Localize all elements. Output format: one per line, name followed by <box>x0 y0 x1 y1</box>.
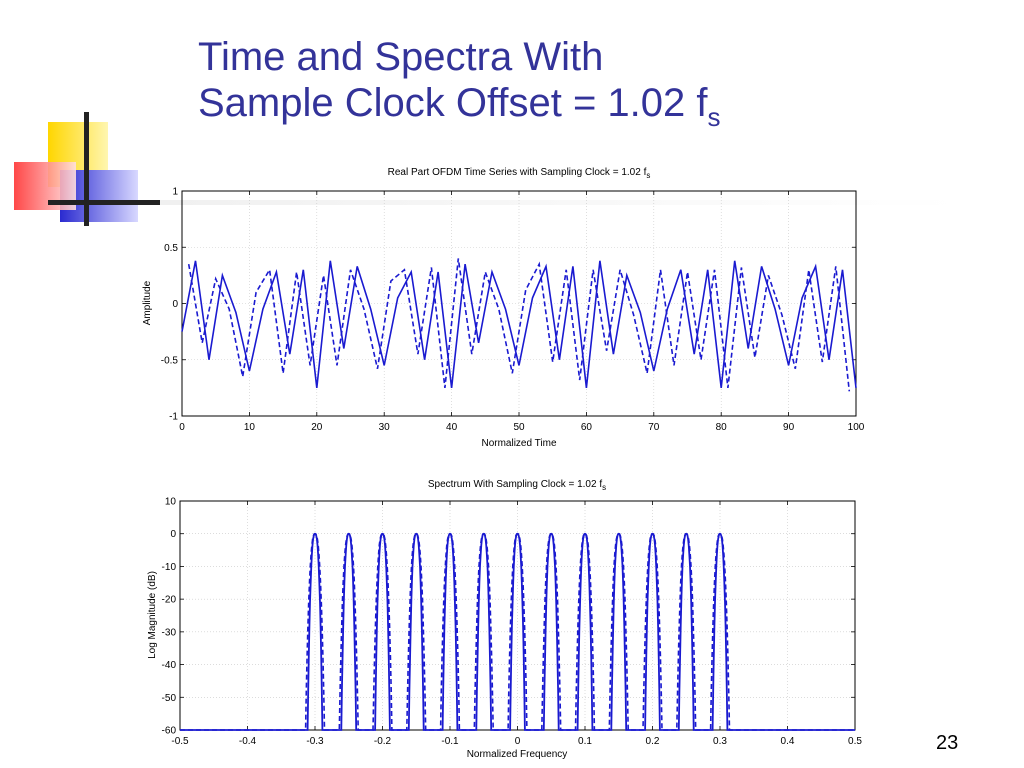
deco-horizontal-bar <box>48 200 160 205</box>
y-tick-label: -50 <box>162 693 177 704</box>
series-dashed-line <box>187 258 851 392</box>
x-tick-label: -0.4 <box>239 736 257 747</box>
time-series-chart: 0 10 20 30 40 50 60 70 80 90 100 1 0.5 0 -0.5 -1 Real P… <box>142 167 865 449</box>
chart1-xlabel: Normalized Time <box>481 438 556 449</box>
deco-rule <box>160 200 960 205</box>
y-tick-label: -1 <box>169 412 178 423</box>
title-subscript: s <box>707 102 721 132</box>
x-tick-label: 70 <box>648 422 660 433</box>
x-tick-label: 90 <box>783 422 795 433</box>
chart1-ylabel: Amplitude <box>142 280 153 325</box>
y-tick-label: 0 <box>170 529 176 540</box>
chart2-xlabel: Normalized Frequency <box>467 749 568 760</box>
x-tick-label: -0.2 <box>374 736 392 747</box>
spectrum-solid-line <box>180 532 855 731</box>
x-tick-label: 20 <box>311 422 323 433</box>
y-tick-label: -40 <box>162 660 177 671</box>
chart2-series <box>180 532 855 731</box>
x-tick-label: 0.4 <box>781 736 795 747</box>
deco-vertical-bar <box>84 112 89 226</box>
chart1-series <box>181 258 857 392</box>
chart2-title-sub: s <box>602 483 606 492</box>
y-tick-label: -0.5 <box>161 355 179 366</box>
chart2-grid <box>179 500 856 731</box>
y-tick-label: -60 <box>162 726 177 737</box>
x-tick-label: 80 <box>716 422 728 433</box>
y-tick-label: 0 <box>172 299 178 310</box>
y-tick-label: -10 <box>162 562 177 573</box>
slide-title: Time and Spectra With Sample Clock Offse… <box>198 34 721 140</box>
x-tick-label: 0.5 <box>848 736 862 747</box>
x-tick-label: -0.5 <box>171 736 189 747</box>
chart2-title: Spectrum With Sampling Clock = 1.02 fs <box>428 479 606 492</box>
chart1-title: Real Part OFDM Time Series with Sampling… <box>388 167 651 180</box>
spectrum-chart: -0.5 -0.4 -0.3 -0.2 -0.1 0 0.1 0.2 0.3 0.4 0.5 10 0 -… <box>147 479 863 760</box>
decorative-logo <box>14 112 160 226</box>
chart1-ticks: 0 10 20 30 40 50 60 70 80 90 100 1 0.5 0 -0.5 -1 <box>161 187 865 434</box>
page-number: 23 <box>936 732 959 754</box>
x-tick-label: 0.2 <box>646 736 660 747</box>
chart2-ticks: -0.5 -0.4 -0.3 -0.2 -0.1 0 0.1 0.2 0.3 0.4 0.5 10 0 -… <box>162 497 863 748</box>
title-line-2-text: Sample Clock Offset = 1.02 f <box>198 81 708 125</box>
x-tick-label: 0.3 <box>713 736 727 747</box>
y-tick-label: -30 <box>162 627 177 638</box>
y-tick-label: -20 <box>162 595 177 606</box>
x-tick-label: 0 <box>515 736 521 747</box>
x-tick-label: 30 <box>379 422 391 433</box>
y-tick-label: 0.5 <box>164 243 178 254</box>
x-tick-label: 0.1 <box>578 736 592 747</box>
chart2-ylabel: Log Magnitude (dB) <box>147 571 158 659</box>
x-tick-label: 50 <box>513 422 525 433</box>
y-tick-label: 1 <box>172 187 178 198</box>
series-solid-line <box>181 260 857 388</box>
x-tick-label: -0.3 <box>306 736 324 747</box>
x-tick-label: 40 <box>446 422 458 433</box>
x-tick-label: -0.1 <box>441 736 459 747</box>
title-line-1: Time and Spectra With <box>198 35 604 79</box>
x-tick-label: 10 <box>244 422 256 433</box>
y-tick-label: 10 <box>165 497 177 508</box>
chart1-title-sub: s <box>646 171 650 180</box>
x-tick-label: 60 <box>581 422 593 433</box>
x-tick-label: 100 <box>848 422 865 433</box>
x-tick-label: 0 <box>179 422 185 433</box>
title-line-2: Sample Clock Offset = 1.02 fs <box>198 80 721 140</box>
